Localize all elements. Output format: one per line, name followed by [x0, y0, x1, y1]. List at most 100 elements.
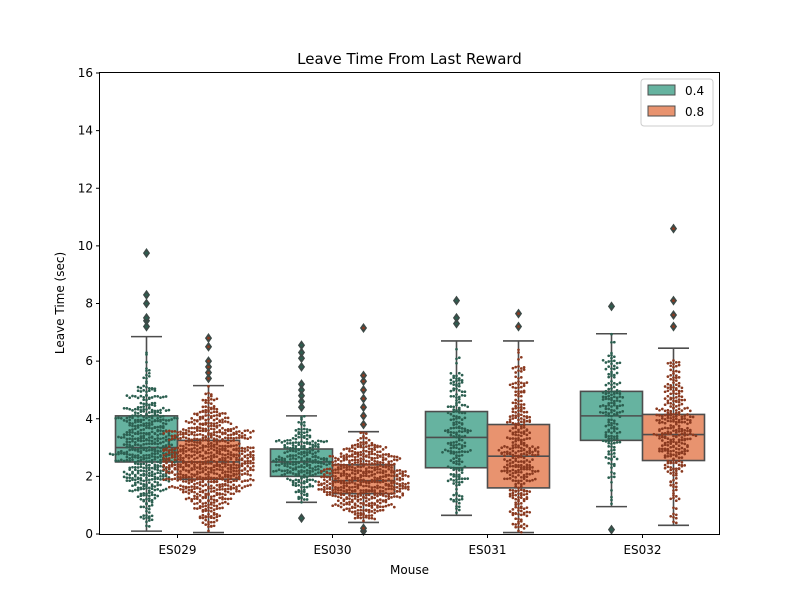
swarm-point [142, 514, 146, 517]
swarm-point [133, 455, 137, 459]
swarm-point [221, 471, 224, 475]
swarm-point [198, 494, 202, 497]
swarm-point [517, 512, 520, 516]
swarm-point [362, 512, 365, 515]
swarm-point [291, 457, 295, 460]
swarm-point [162, 460, 166, 463]
swarm-point [302, 460, 306, 463]
swarm-point [142, 472, 146, 476]
swarm-point [672, 325, 675, 328]
swarm-point [125, 476, 129, 480]
swarm-point [142, 434, 146, 438]
swarm-point [449, 473, 453, 476]
swarm-point [367, 502, 371, 505]
swarm-point [193, 437, 196, 441]
swarm-point [342, 458, 346, 462]
swarm-point [204, 445, 208, 448]
swarm-point [249, 477, 252, 481]
swarm-point [452, 473, 456, 476]
swarm-point [455, 462, 458, 466]
swarm-point [181, 485, 185, 488]
swarm-point [378, 450, 382, 454]
swarm-point [198, 480, 202, 484]
swarm-point [531, 450, 534, 454]
swarm-point [139, 497, 143, 501]
swarm-point [193, 412, 196, 416]
swarm-point [511, 366, 515, 370]
swarm-point [392, 458, 396, 461]
swarm-point [201, 448, 205, 452]
swarm-point [359, 431, 363, 435]
swarm-point [215, 491, 219, 495]
swarm-point [294, 474, 298, 477]
swarm-point [517, 520, 520, 524]
swarm-point [384, 479, 388, 483]
swarm-point [131, 476, 134, 480]
swarm-point [517, 376, 520, 380]
swarm-point [663, 432, 667, 435]
swarm-point [362, 457, 365, 461]
swarm-point [604, 433, 608, 437]
swarm-point [688, 437, 692, 441]
swarm-point [373, 448, 377, 451]
swarm-point [209, 424, 213, 428]
swarm-point [164, 487, 168, 491]
swarm-point [294, 447, 298, 450]
swarm-point [672, 458, 675, 462]
swarm-point [350, 476, 354, 480]
swarm-point [672, 359, 675, 362]
swarm-point [288, 478, 292, 482]
swarm-point [514, 476, 518, 479]
swarm-point [305, 451, 309, 454]
swarm-point [395, 490, 399, 493]
swarm-point [522, 443, 526, 447]
swarm-point [207, 448, 210, 452]
swarm-point [511, 407, 515, 411]
swarm-point [517, 383, 520, 386]
swarm-point [235, 469, 238, 473]
swarm-point [331, 464, 335, 467]
swarm-point [455, 511, 458, 515]
swarm-point [226, 449, 230, 453]
swarm-point [251, 446, 255, 450]
swarm-point [316, 445, 320, 449]
swarm-point [277, 463, 281, 467]
swarm-point [367, 510, 371, 514]
swarm-point [610, 351, 613, 355]
swarm-point [356, 476, 360, 480]
swarm-point [519, 376, 523, 379]
swarm-point [672, 520, 675, 524]
swarm-point [286, 438, 289, 442]
swarm-point [201, 480, 205, 484]
swarm-point [229, 444, 233, 448]
y-tick-label: 16 [78, 66, 93, 80]
swarm-point [610, 390, 613, 393]
swarm-point [305, 437, 309, 441]
swarm-point [218, 488, 222, 491]
swarm-point [139, 462, 143, 466]
swarm-point [176, 446, 180, 450]
swarm-point [356, 492, 360, 496]
swarm-point [680, 446, 684, 450]
swarm-point [159, 475, 162, 478]
swarm-point [277, 455, 281, 459]
swarm-point [460, 390, 464, 394]
swarm-point [669, 414, 673, 417]
swarm-point [125, 433, 129, 437]
swarm-point [612, 399, 616, 403]
swarm-point [159, 478, 162, 481]
swarm-point [669, 460, 673, 464]
swarm-point [652, 432, 656, 436]
swarm-point [688, 409, 692, 413]
swarm-point [156, 413, 160, 417]
swarm-point [514, 463, 518, 467]
swarm-point [218, 477, 222, 481]
swarm-point [663, 449, 667, 452]
swarm-point [680, 436, 684, 439]
swarm-point [452, 466, 456, 470]
swarm-point [232, 433, 236, 436]
swarm-point [345, 484, 349, 488]
swarm-point [364, 496, 368, 500]
swarm-point [350, 458, 354, 462]
swarm-point [156, 483, 160, 487]
